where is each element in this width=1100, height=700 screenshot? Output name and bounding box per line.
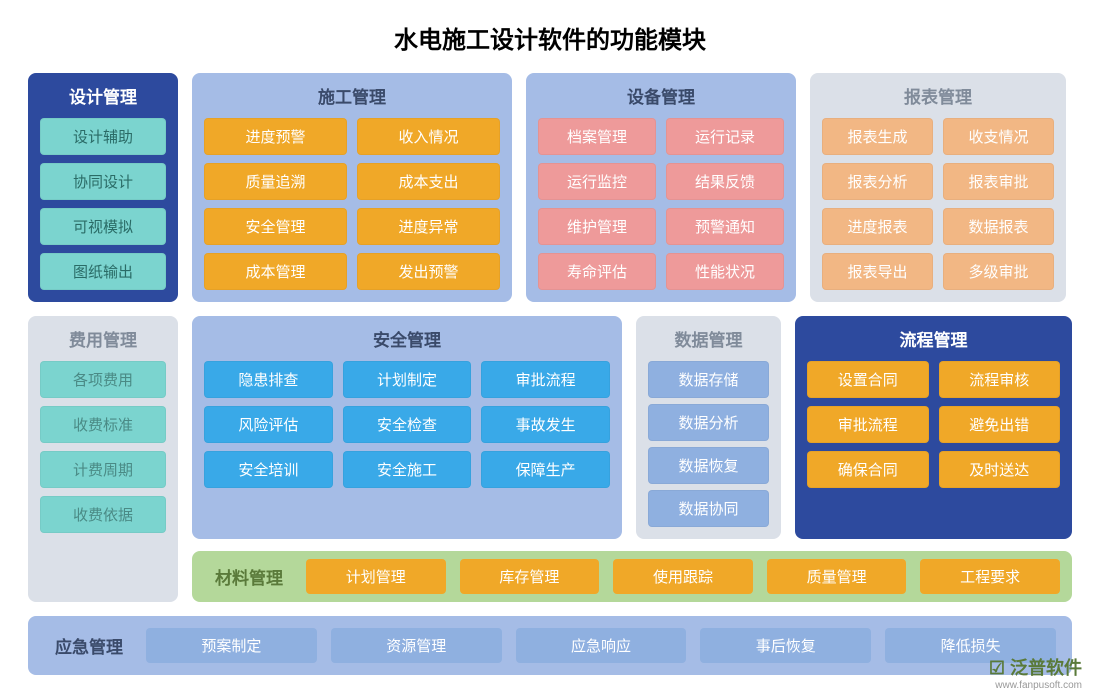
module-item: 收费依据 [40, 496, 166, 533]
module-item: 流程审核 [939, 361, 1061, 398]
strip-item: 事后恢复 [700, 628, 871, 663]
strip-item: 资源管理 [331, 628, 502, 663]
row-1: 设计管理 设计辅助协同设计可视模拟图纸输出 施工管理 进度预警收入情况质量追溯成… [28, 73, 1072, 302]
module-item: 审批流程 [481, 361, 610, 398]
module-item: 可视模拟 [40, 208, 166, 245]
module-item: 及时送达 [939, 451, 1061, 488]
strip-item: 预案制定 [146, 628, 317, 663]
module-item: 事故发生 [481, 406, 610, 443]
module-title: 费用管理 [69, 326, 137, 351]
module-process: 流程管理 设置合同流程审核审批流程避免出错确保合同及时送达 [795, 316, 1072, 539]
strip-material: 材料管理计划管理库存管理使用跟踪质量管理工程要求 [192, 551, 1072, 602]
module-report: 报表管理 报表生成收支情况报表分析报表审批进度报表数据报表报表导出多级审批 [810, 73, 1066, 302]
module-item: 进度异常 [357, 208, 500, 245]
module-item: 档案管理 [538, 118, 656, 155]
module-item: 安全管理 [204, 208, 347, 245]
module-item: 审批流程 [807, 406, 929, 443]
module-item: 设置合同 [807, 361, 929, 398]
module-item: 图纸输出 [40, 253, 166, 290]
module-item: 运行记录 [666, 118, 784, 155]
items: 设置合同流程审核审批流程避免出错确保合同及时送达 [807, 361, 1060, 488]
items: 进度预警收入情况质量追溯成本支出安全管理进度异常成本管理发出预警 [204, 118, 500, 290]
strip-title: 材料管理 [204, 564, 294, 589]
module-item: 设计辅助 [40, 118, 166, 155]
module-title: 数据管理 [675, 326, 743, 351]
module-item: 成本管理 [204, 253, 347, 290]
module-item: 质量追溯 [204, 163, 347, 200]
module-item: 寿命评估 [538, 253, 656, 290]
module-item: 风险评估 [204, 406, 333, 443]
module-item: 成本支出 [357, 163, 500, 200]
strip-item: 质量管理 [767, 559, 907, 594]
module-item: 安全检查 [343, 406, 472, 443]
module-item: 各项费用 [40, 361, 166, 398]
module-item: 协同设计 [40, 163, 166, 200]
module-item: 报表生成 [822, 118, 933, 155]
module-item: 报表导出 [822, 253, 933, 290]
module-item: 保障生产 [481, 451, 610, 488]
module-item: 发出预警 [357, 253, 500, 290]
module-design: 设计管理 设计辅助协同设计可视模拟图纸输出 [28, 73, 178, 302]
module-item: 数据报表 [943, 208, 1054, 245]
items: 报表生成收支情况报表分析报表审批进度报表数据报表报表导出多级审批 [822, 118, 1054, 290]
items: 各项费用收费标准计费周期收费依据 [40, 361, 166, 533]
module-title: 设计管理 [69, 83, 137, 108]
module-item: 运行监控 [538, 163, 656, 200]
module-item: 计划制定 [343, 361, 472, 398]
items: 隐患排查计划制定审批流程风险评估安全检查事故发生安全培训安全施工保障生产 [204, 361, 610, 488]
module-item: 报表审批 [943, 163, 1054, 200]
module-item: 数据存储 [648, 361, 769, 398]
module-item: 结果反馈 [666, 163, 784, 200]
module-item: 计费周期 [40, 451, 166, 488]
watermark: ☑ 泛普软件 www.fanpusoft.com [989, 658, 1082, 692]
module-item: 进度报表 [822, 208, 933, 245]
module-item: 报表分析 [822, 163, 933, 200]
watermark-url: www.fanpusoft.com [989, 680, 1082, 692]
watermark-logo: ☑ 泛普软件 [989, 658, 1082, 680]
items: 档案管理运行记录运行监控结果反馈维护管理预警通知寿命评估性能状况 [538, 118, 784, 290]
strip-item: 计划管理 [306, 559, 446, 594]
module-item: 收费标准 [40, 406, 166, 443]
module-item: 预警通知 [666, 208, 784, 245]
module-item: 安全施工 [343, 451, 472, 488]
module-item: 隐患排查 [204, 361, 333, 398]
module-item: 性能状况 [666, 253, 784, 290]
row-2: 费用管理 各项费用收费标准计费周期收费依据 安全管理 隐患排查计划制定审批流程风… [28, 316, 1072, 602]
module-equipment: 设备管理 档案管理运行记录运行监控结果反馈维护管理预警通知寿命评估性能状况 [526, 73, 796, 302]
strip-emergency: 应急管理预案制定资源管理应急响应事后恢复降低损失 [28, 616, 1072, 675]
module-title: 安全管理 [373, 326, 441, 351]
strip-item: 应急响应 [516, 628, 687, 663]
module-title: 设备管理 [627, 83, 695, 108]
strip-item: 库存管理 [460, 559, 600, 594]
module-title: 施工管理 [318, 83, 386, 108]
module-fee: 费用管理 各项费用收费标准计费周期收费依据 [28, 316, 178, 602]
items: 数据存储数据分析数据恢复数据协同 [648, 361, 769, 527]
strip-item: 工程要求 [920, 559, 1060, 594]
module-item: 进度预警 [204, 118, 347, 155]
diagram-title: 水电施工设计软件的功能模块 [28, 20, 1072, 55]
module-item: 确保合同 [807, 451, 929, 488]
module-title: 流程管理 [900, 326, 968, 351]
module-item: 收支情况 [943, 118, 1054, 155]
strip-title: 应急管理 [44, 633, 134, 658]
module-safety: 安全管理 隐患排查计划制定审批流程风险评估安全检查事故发生安全培训安全施工保障生… [192, 316, 622, 539]
module-item: 避免出错 [939, 406, 1061, 443]
module-item: 数据分析 [648, 404, 769, 441]
module-item: 数据协同 [648, 490, 769, 527]
module-item: 数据恢复 [648, 447, 769, 484]
module-item: 收入情况 [357, 118, 500, 155]
module-item: 多级审批 [943, 253, 1054, 290]
module-title: 报表管理 [904, 83, 972, 108]
items: 设计辅助协同设计可视模拟图纸输出 [40, 118, 166, 290]
strip-item: 使用跟踪 [613, 559, 753, 594]
module-item: 维护管理 [538, 208, 656, 245]
module-construction: 施工管理 进度预警收入情况质量追溯成本支出安全管理进度异常成本管理发出预警 [192, 73, 512, 302]
module-item: 安全培训 [204, 451, 333, 488]
module-data: 数据管理 数据存储数据分析数据恢复数据协同 [636, 316, 781, 539]
